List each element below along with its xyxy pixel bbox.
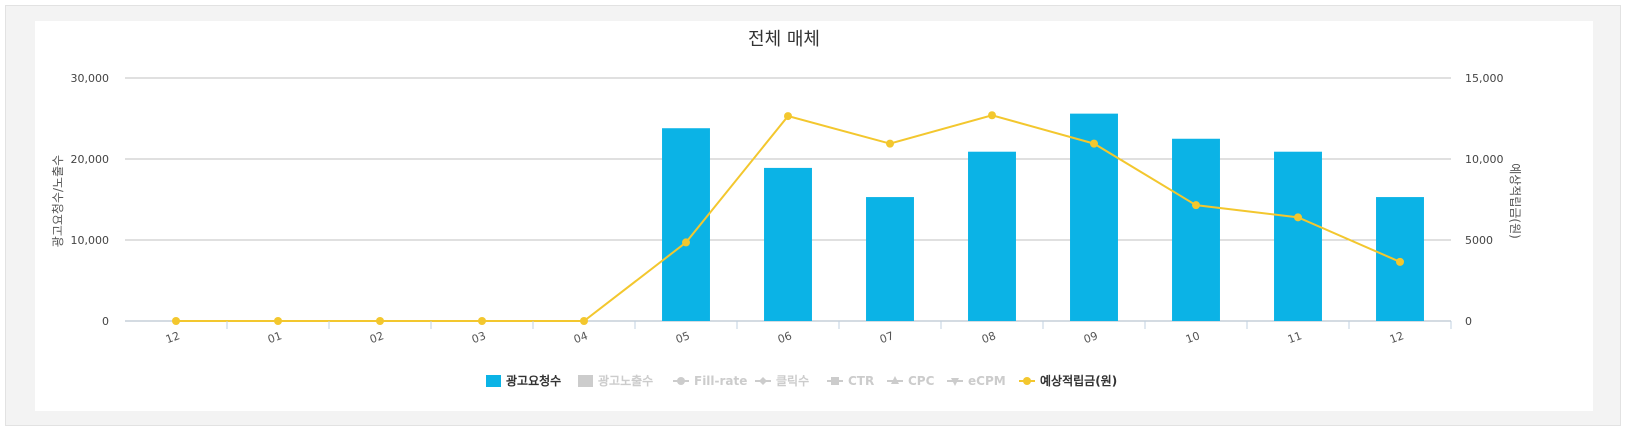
- bar[interactable]: [1070, 113, 1118, 321]
- x-tick-label: 02: [368, 329, 386, 346]
- y-right-tick-label: 10,000: [1465, 153, 1504, 166]
- legend-label: CPC: [908, 374, 935, 388]
- y-left-tick-label: 10,000: [71, 234, 110, 247]
- bar[interactable]: [1172, 138, 1220, 321]
- legend-swatch: [486, 375, 501, 387]
- x-tick-label: 06: [776, 329, 794, 346]
- line-point[interactable]: [172, 317, 180, 325]
- legend-swatch: [578, 375, 593, 387]
- legend-item[interactable]: Fill-rate: [673, 374, 747, 388]
- line-point[interactable]: [682, 238, 690, 247]
- line-point[interactable]: [886, 139, 894, 148]
- legend-item[interactable]: 광고요청수: [486, 373, 561, 388]
- legend-label: CTR: [848, 374, 874, 388]
- bar[interactable]: [866, 197, 914, 321]
- chart-panel: 전체 매체 0 10,000 20,000 30,000 0 5000 10,000 15,…: [35, 21, 1593, 411]
- legend-item[interactable]: CPC: [887, 374, 935, 388]
- y-left-tick-label: 0: [102, 315, 109, 328]
- x-tick-label: 09: [1082, 329, 1100, 346]
- line-point[interactable]: [376, 317, 384, 325]
- legend-item[interactable]: 클릭수: [755, 374, 809, 388]
- x-tick-label: 07: [878, 329, 896, 346]
- legend: 광고요청수 광고노출수 Fill-rate 클릭수 CTR CPC eCPM 예상적립금(원): [486, 373, 1117, 388]
- y-axis-right-title: 예상적립금(원): [1508, 163, 1522, 239]
- bar[interactable]: [1274, 151, 1322, 321]
- legend-marker: [759, 377, 767, 385]
- x-tick-label: 05: [674, 329, 692, 346]
- legend-item[interactable]: 예상적립금(원): [1019, 373, 1117, 388]
- line-point[interactable]: [988, 111, 996, 120]
- line-point[interactable]: [1090, 139, 1098, 148]
- line-point[interactable]: [274, 317, 282, 325]
- line-point[interactable]: [1294, 213, 1302, 222]
- y-axis-right: 0 5000 10,000 15,000: [1465, 72, 1504, 328]
- line-point[interactable]: [784, 112, 792, 121]
- legend-item[interactable]: CTR: [827, 374, 874, 388]
- x-tick-label: 12: [1388, 329, 1406, 346]
- legend-item[interactable]: eCPM: [947, 374, 1006, 388]
- bar-series: [662, 113, 1424, 321]
- x-tick-label: 03: [470, 329, 488, 346]
- legend-label: 예상적립금(원): [1040, 373, 1117, 388]
- legend-marker: [831, 377, 839, 385]
- y-right-tick-label: 5000: [1465, 234, 1493, 247]
- y-axis-left-title: 광고요청수/노출수: [51, 155, 65, 247]
- line-series: [172, 111, 1404, 325]
- bar[interactable]: [662, 128, 710, 321]
- y-right-tick-label: 15,000: [1465, 72, 1504, 85]
- legend-label: 클릭수: [776, 374, 809, 388]
- bar[interactable]: [968, 151, 1016, 321]
- line-point[interactable]: [1396, 257, 1404, 266]
- bar[interactable]: [764, 167, 812, 321]
- y-axis-left: 0 10,000 20,000 30,000: [71, 72, 110, 328]
- y-left-tick-label: 30,000: [71, 72, 110, 85]
- chart-title: 전체 매체: [748, 29, 820, 50]
- legend-label: Fill-rate: [694, 374, 747, 388]
- line-point[interactable]: [478, 317, 486, 325]
- line-point[interactable]: [580, 317, 588, 325]
- x-tick-label: 04: [572, 329, 590, 346]
- legend-label: 광고요청수: [506, 373, 561, 388]
- x-tick-label: 10: [1184, 329, 1202, 346]
- legend-marker: [1023, 377, 1031, 385]
- x-tick-label: 12: [164, 329, 182, 346]
- x-tick-label: 11: [1286, 329, 1304, 346]
- y-left-tick-label: 20,000: [71, 153, 110, 166]
- chart-container: 전체 매체 0 10,000 20,000 30,000 0 5000 10,000 15,…: [5, 5, 1621, 426]
- legend-marker: [951, 378, 959, 386]
- x-tick-label: 01: [266, 329, 284, 346]
- legend-label: eCPM: [968, 374, 1006, 388]
- combo-chart: 전체 매체 0 10,000 20,000 30,000 0 5000 10,000 15,…: [51, 29, 1522, 388]
- legend-item[interactable]: 광고노출수: [578, 373, 653, 388]
- legend-marker: [677, 377, 685, 385]
- y-right-tick-label: 0: [1465, 315, 1472, 328]
- x-tick-label: 08: [980, 329, 998, 346]
- line-point[interactable]: [1192, 201, 1200, 210]
- legend-label: 광고노출수: [598, 373, 653, 388]
- x-axis: 12 01 02 03 04 05 06 07 08 09 10 11 12: [164, 321, 1452, 346]
- legend-marker: [891, 376, 899, 384]
